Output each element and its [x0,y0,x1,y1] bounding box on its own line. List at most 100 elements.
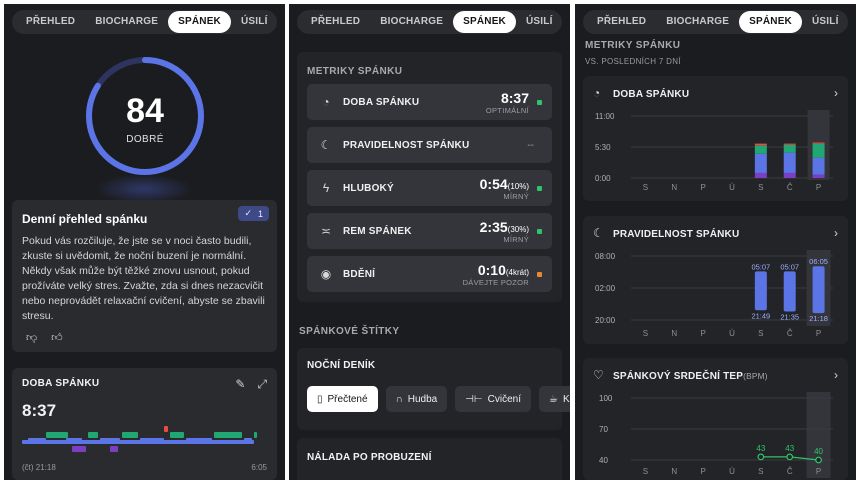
metric-row-deep[interactable]: ϟ HLUBOKÝ 0:54(10%) MÍRNÝ [307,170,552,206]
x-tick-label: S [643,183,648,192]
hypnogram-segment [88,432,98,438]
dumbbell-icon: ⊣⊢ [465,393,483,405]
status-dot [537,271,542,277]
hypnogram-segment [110,446,118,452]
hypnogram-segment [46,432,68,438]
regularity-bar [783,271,796,312]
duration-bar-segment [783,152,796,173]
heart-rate-point [815,456,822,464]
y-tick-label: 100 [599,394,613,403]
chevron-right-icon[interactable]: › [834,226,838,240]
metric-value: 2:35 [479,218,508,235]
metric-row-awake[interactable]: ◉ BDĚNÍ 0:10(4krát) DÁVEJTE POZOR [307,256,552,292]
duration-bar-segment [812,174,825,178]
headphones-icon: ∩ [395,393,403,405]
tab-sleep[interactable]: SPÁNEK [453,11,516,33]
hypnogram-segment [244,438,252,444]
metric-label: BDĚNÍ [343,268,376,280]
metric-row-regularity[interactable]: ☾ PRAVIDELNOST SPÁNKU -- [307,127,552,163]
heart-rate-label: 40 [814,447,823,456]
chevron-right-icon[interactable]: › [834,368,838,382]
hypnogram-segment [140,438,164,444]
duration-bar-segment [812,142,825,144]
duration-bar-segment [812,143,825,158]
metric-label: HLUBOKÝ [343,182,394,194]
heart-icon: ♡ [593,368,604,382]
tag-chip-coffee[interactable]: ☕︎ K [538,386,570,412]
tab-sleep[interactable]: SPÁNEK [739,11,802,33]
daily-summary-text: Pokud vás rozčiluje, že jste se v noci č… [22,235,265,322]
duration-bar-segment [783,172,796,178]
awake-icon: ◉ [320,267,332,281]
wake-time-label: 06:05 [809,257,828,266]
x-tick-label: Ú [729,183,735,192]
y-tick-label: 0:00 [595,174,611,183]
daily-sleep-summary-card[interactable]: ✓ 1 Denní přehled spánku Pokud vás rozčil… [12,200,277,352]
sleep-duration-card[interactable]: DOBA SPÁNKU ✎ ⤢ 8:37 (čt) 21:18 6:05 [12,368,277,480]
tab-overview[interactable]: PŘEHLED [26,16,76,27]
tab-effort[interactable]: ÚSILÍ [525,16,553,27]
chip-label: Cvičení [487,393,521,405]
expand-icon[interactable]: ⤢ [257,377,267,391]
tag-chip-music[interactable]: ∩ Hudba [385,386,448,412]
duration-card-title: DOBA SPÁNKU [22,378,100,389]
wake-time-label: 05:07 [751,262,770,271]
tag-chip-read[interactable]: ▯ Přečtené [307,386,378,412]
tab-bar: PŘEHLED BIOCHARGE SPÁNEK ÚSILÍ [12,10,277,34]
read-badge: ✓ 1 [238,206,269,221]
wake-time-label: 05:07 [780,262,799,271]
tab-biocharge[interactable]: BIOCHARGE [95,16,159,27]
sleep-duration-icon: ◔ [322,95,330,109]
duration-trend-chart: 11:00 5:30 0:00 S N P Ú S Č P [595,110,833,192]
duration-bar-segment [754,172,767,178]
metric-status: MÍRNÝ [503,234,529,244]
tab-overview[interactable]: PŘEHLED [597,16,647,27]
tab-bar: PŘEHLED BIOCHARGE SPÁNEK ÚSILÍ [583,10,848,34]
duration-bar-segment [754,143,767,146]
deep-sleep-icon: ϟ [322,181,330,195]
heart-rate-point [786,453,794,461]
tab-biocharge[interactable]: BIOCHARGE [666,16,730,27]
wake-mood-title: NÁLADA PO PROBUZENÍ [307,452,432,463]
tag-chip-exercise[interactable]: ⊣⊢ Cvičení [455,386,531,412]
x-tick-label: N [671,467,677,476]
chevron-right-icon[interactable]: › [834,86,838,100]
regularity-trend-card[interactable]: 08:00 02:00 20:00 05:07 21:49 05:07 21:35 06:05… [583,216,848,344]
trends-title: METRIKY SPÁNKU [585,40,681,51]
tab-sleep[interactable]: SPÁNEK [168,11,231,33]
tab-overview[interactable]: PŘEHLED [311,16,361,27]
duration-trend-card[interactable]: 11:00 5:30 0:00 S N P Ú S Č P ◔ DOBA SPÁNKU › [583,76,848,201]
thumbs-down-icon[interactable]: 👎︎ [26,332,38,344]
y-tick-label: 11:00 [595,112,615,121]
tab-bar: PŘEHLED BIOCHARGE SPÁNEK ÚSILÍ [297,10,562,34]
sleep-score-ring: 84 DOBRÉ [83,54,207,178]
hypnogram-segment [72,446,86,452]
bedtime-label: 21:35 [780,313,799,322]
metric-row-rem[interactable]: ≍ REM SPÁNEK 2:35(30%) MÍRNÝ [307,213,552,249]
heart-rate-trend-card[interactable]: 100 70 40 43 43 40 S N P Ú S Č P ♡ SPÁNKOVÝ SRDEČNÍ … [583,358,848,480]
thumbs-up-icon[interactable]: 👍︎ [51,332,63,344]
status-dot [537,99,542,105]
wake-mood-card[interactable]: NÁLADA PO PROBUZENÍ [297,438,562,480]
status-dot [537,228,542,234]
x-tick-label: Č [787,467,793,476]
hypnogram-segment [28,438,46,444]
badge-count: 1 [257,208,263,219]
duration-bar-segment [812,157,825,175]
duration-bar-segment [783,144,796,153]
x-tick-label: Č [787,183,793,192]
tab-effort[interactable]: ÚSILÍ [240,16,268,27]
hypnogram-segment [100,438,120,444]
regularity-bar [754,271,767,311]
tab-biocharge[interactable]: BIOCHARGE [380,16,444,27]
duration-bar-segment [783,143,796,145]
tab-effort[interactable]: ÚSILÍ [811,16,839,27]
regularity-icon: ☾ [593,226,604,240]
hypnogram-segment [122,432,138,438]
sleep-trends-panel: PŘEHLED BIOCHARGE SPÁNEK ÚSILÍ METRIKY S… [575,4,856,480]
heart-rate-label: 43 [756,444,765,453]
x-tick-label: S [758,467,763,476]
metric-row-duration[interactable]: ◔ DOBA SPÁNKU 8:37 OPTIMÁLNÍ [307,84,552,120]
regularity-bar [812,266,825,314]
edit-icon[interactable]: ✎ [235,377,246,391]
